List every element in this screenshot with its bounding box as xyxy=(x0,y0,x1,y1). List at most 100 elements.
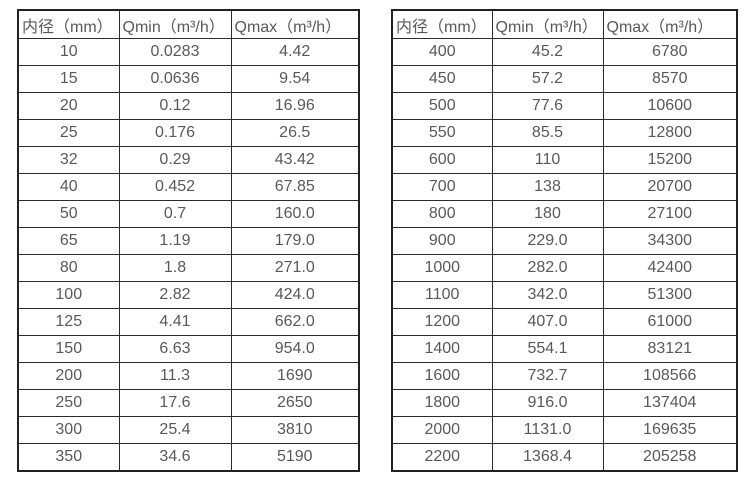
table-row: 900 229.0 34300 xyxy=(391,227,738,255)
table-cell: 700 xyxy=(391,173,493,201)
table-cell: 11.3 xyxy=(118,362,232,390)
table-cell: 0.7 xyxy=(118,200,232,228)
table-cell: 0.29 xyxy=(118,146,232,174)
table-row: 400 45.2 6780 xyxy=(391,38,738,66)
table-cell: 26.5 xyxy=(230,119,360,147)
table-cell: 25.4 xyxy=(118,416,232,444)
table-cell: 0.0636 xyxy=(118,65,232,93)
table-cell: 32 xyxy=(17,146,120,174)
table-cell: 6780 xyxy=(602,38,738,66)
table-cell: 179.0 xyxy=(230,227,360,255)
flow-spec-table-small-diameters: 内径（mm） Qmin（m³/h） Qmax（m³/h） 10 0.0283 4.42 1… xyxy=(17,9,360,472)
table-cell: 900 xyxy=(391,227,493,255)
table-cell: 42400 xyxy=(602,254,738,282)
table-cell: 1000 xyxy=(391,254,493,282)
table-cell: 85.5 xyxy=(491,119,604,147)
table-cell: 25 xyxy=(17,119,120,147)
table-cell: 800 xyxy=(391,200,493,228)
table-cell: 57.2 xyxy=(491,65,604,93)
table-cell: 229.0 xyxy=(491,227,604,255)
table-cell: 10600 xyxy=(602,92,738,120)
table-cell: 137404 xyxy=(602,389,738,417)
table-cell: 10 xyxy=(17,38,120,66)
table-cell: 554.1 xyxy=(491,335,604,363)
table-cell: 200 xyxy=(17,362,120,390)
table-cell: 20 xyxy=(17,92,120,120)
table-row: 32 0.29 43.42 xyxy=(17,146,360,174)
table-cell: 732.7 xyxy=(491,362,604,390)
table-cell: 160.0 xyxy=(230,200,360,228)
table-row: 550 85.5 12800 xyxy=(391,119,738,147)
table-cell: 250 xyxy=(17,389,120,417)
table-row: 150 6.63 954.0 xyxy=(17,335,360,363)
table-cell: 282.0 xyxy=(491,254,604,282)
table-cell: 100 xyxy=(17,281,120,309)
table-row: 2200 1368.4 205258 xyxy=(391,443,738,472)
table-cell: 1.19 xyxy=(118,227,232,255)
table-cell: 1400 xyxy=(391,335,493,363)
table-cell: 15 xyxy=(17,65,120,93)
table-cell: 550 xyxy=(391,119,493,147)
table-cell: 2000 xyxy=(391,416,493,444)
table-row: 25 0.176 26.5 xyxy=(17,119,360,147)
table-row: 250 17.6 2650 xyxy=(17,389,360,417)
table-cell: 169635 xyxy=(602,416,738,444)
table-row: 1100 342.0 51300 xyxy=(391,281,738,309)
header-cell: 内径（mm） xyxy=(17,9,120,39)
table-cell: 0.12 xyxy=(118,92,232,120)
table-cell: 40 xyxy=(17,173,120,201)
table-cell: 0.176 xyxy=(118,119,232,147)
table-cell: 271.0 xyxy=(230,254,360,282)
table-cell: 51300 xyxy=(602,281,738,309)
table-cell: 1368.4 xyxy=(491,443,604,472)
table-row: 350 34.6 5190 xyxy=(17,443,360,472)
table-cell: 43.42 xyxy=(230,146,360,174)
table-cell: 1800 xyxy=(391,389,493,417)
table-cell: 83121 xyxy=(602,335,738,363)
table-row: 1600 732.7 108566 xyxy=(391,362,738,390)
table-cell: 1.8 xyxy=(118,254,232,282)
table-cell: 45.2 xyxy=(491,38,604,66)
table-cell: 1100 xyxy=(391,281,493,309)
table-cell: 34.6 xyxy=(118,443,232,472)
table-cell: 17.6 xyxy=(118,389,232,417)
header-row: 内径（mm） Qmin（m³/h） Qmax（m³/h） xyxy=(17,9,360,39)
table-cell: 16.96 xyxy=(230,92,360,120)
header-cell: Qmax（m³/h） xyxy=(230,9,360,39)
table-cell: 6.63 xyxy=(118,335,232,363)
table-row: 100 2.82 424.0 xyxy=(17,281,360,309)
table-row: 1800 916.0 137404 xyxy=(391,389,738,417)
table-cell: 2200 xyxy=(391,443,493,472)
table-cell: 350 xyxy=(17,443,120,472)
table-cell: 4.42 xyxy=(230,38,360,66)
table-row: 200 11.3 1690 xyxy=(17,362,360,390)
table-cell: 150 xyxy=(17,335,120,363)
table-row: 40 0.452 67.85 xyxy=(17,173,360,201)
table-cell: 954.0 xyxy=(230,335,360,363)
table-cell: 9.54 xyxy=(230,65,360,93)
table-cell: 0.0283 xyxy=(118,38,232,66)
table-row: 10 0.0283 4.42 xyxy=(17,38,360,66)
table-row: 1000 282.0 42400 xyxy=(391,254,738,282)
table-cell: 500 xyxy=(391,92,493,120)
table-cell: 916.0 xyxy=(491,389,604,417)
table-cell: 1600 xyxy=(391,362,493,390)
table-cell: 27100 xyxy=(602,200,738,228)
table-row: 125 4.41 662.0 xyxy=(17,308,360,336)
table-cell: 110 xyxy=(491,146,604,174)
header-cell: Qmin（m³/h） xyxy=(491,9,604,39)
table-cell: 50 xyxy=(17,200,120,228)
table-cell: 15200 xyxy=(602,146,738,174)
header-cell: 内径（mm） xyxy=(391,9,493,39)
header-cell: Qmin（m³/h） xyxy=(118,9,232,39)
table-cell: 1200 xyxy=(391,308,493,336)
table-row: 65 1.19 179.0 xyxy=(17,227,360,255)
table-cell: 12800 xyxy=(602,119,738,147)
table-row: 700 138 20700 xyxy=(391,173,738,201)
table-row: 1400 554.1 83121 xyxy=(391,335,738,363)
table-cell: 2.82 xyxy=(118,281,232,309)
table-cell: 1690 xyxy=(230,362,360,390)
table-row: 15 0.0636 9.54 xyxy=(17,65,360,93)
table-row: 300 25.4 3810 xyxy=(17,416,360,444)
